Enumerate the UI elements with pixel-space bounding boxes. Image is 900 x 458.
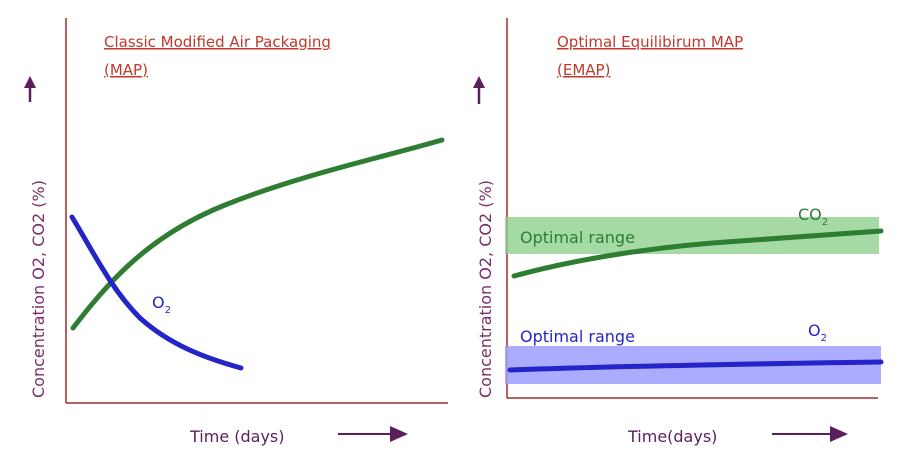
right-x-label: Time(days) xyxy=(627,427,717,446)
co2-optimal-range-label: Optimal range xyxy=(520,228,635,247)
left-title-line1: Classic Modified Air Packaging xyxy=(104,33,331,51)
left-o2-curve xyxy=(69,214,244,371)
right-title-line1: Optimal Equilibirum MAP xyxy=(557,33,743,51)
left-o2-label: O2 xyxy=(152,293,171,316)
right-co2-curve xyxy=(511,228,884,279)
right-o2-label: O2 xyxy=(808,321,827,344)
right-title-line2: (EMAP) xyxy=(557,61,610,79)
left-title-line2: (MAP) xyxy=(104,61,148,79)
left-x-label: Time (days) xyxy=(189,427,285,446)
o2-optimal-range-label: Optimal range xyxy=(520,327,635,346)
right-o2-curve xyxy=(507,359,884,373)
right-co2-label: CO2 xyxy=(798,205,828,228)
right-panel: Optimal Equilibirum MAP (EMAP) Concentra… xyxy=(473,18,884,446)
left-y-label: Concentration O2, CO2 (%) xyxy=(29,180,48,398)
right-y-label: Concentration O2, CO2 (%) xyxy=(476,180,495,398)
left-y-up-arrow-icon xyxy=(24,76,36,102)
right-y-up-arrow-icon xyxy=(473,76,485,104)
left-co2-curve xyxy=(70,137,445,331)
left-panel: Classic Modified Air Packaging (MAP) Con… xyxy=(24,18,448,446)
